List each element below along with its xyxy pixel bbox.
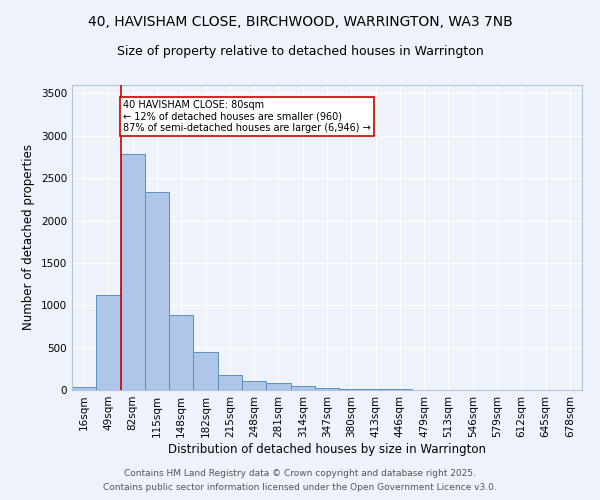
Text: 40 HAVISHAM CLOSE: 80sqm
← 12% of detached houses are smaller (960)
87% of semi-: 40 HAVISHAM CLOSE: 80sqm ← 12% of detach… — [123, 100, 371, 134]
Bar — [315, 388, 339, 390]
Bar — [121, 154, 145, 390]
Bar — [218, 375, 242, 390]
Text: Contains public sector information licensed under the Open Government Licence v3: Contains public sector information licen… — [103, 484, 497, 492]
Bar — [72, 386, 96, 390]
Bar — [193, 352, 218, 390]
Bar — [169, 316, 193, 390]
Text: Contains HM Land Registry data © Crown copyright and database right 2025.: Contains HM Land Registry data © Crown c… — [124, 468, 476, 477]
Bar — [388, 389, 412, 390]
Text: Size of property relative to detached houses in Warrington: Size of property relative to detached ho… — [116, 45, 484, 58]
Bar — [364, 388, 388, 390]
Bar — [145, 192, 169, 390]
Bar — [290, 386, 315, 390]
X-axis label: Distribution of detached houses by size in Warrington: Distribution of detached houses by size … — [168, 442, 486, 456]
Bar — [242, 380, 266, 390]
Bar — [266, 383, 290, 390]
Bar — [339, 389, 364, 390]
Y-axis label: Number of detached properties: Number of detached properties — [22, 144, 35, 330]
Text: 40, HAVISHAM CLOSE, BIRCHWOOD, WARRINGTON, WA3 7NB: 40, HAVISHAM CLOSE, BIRCHWOOD, WARRINGTO… — [88, 15, 512, 29]
Bar — [96, 295, 121, 390]
